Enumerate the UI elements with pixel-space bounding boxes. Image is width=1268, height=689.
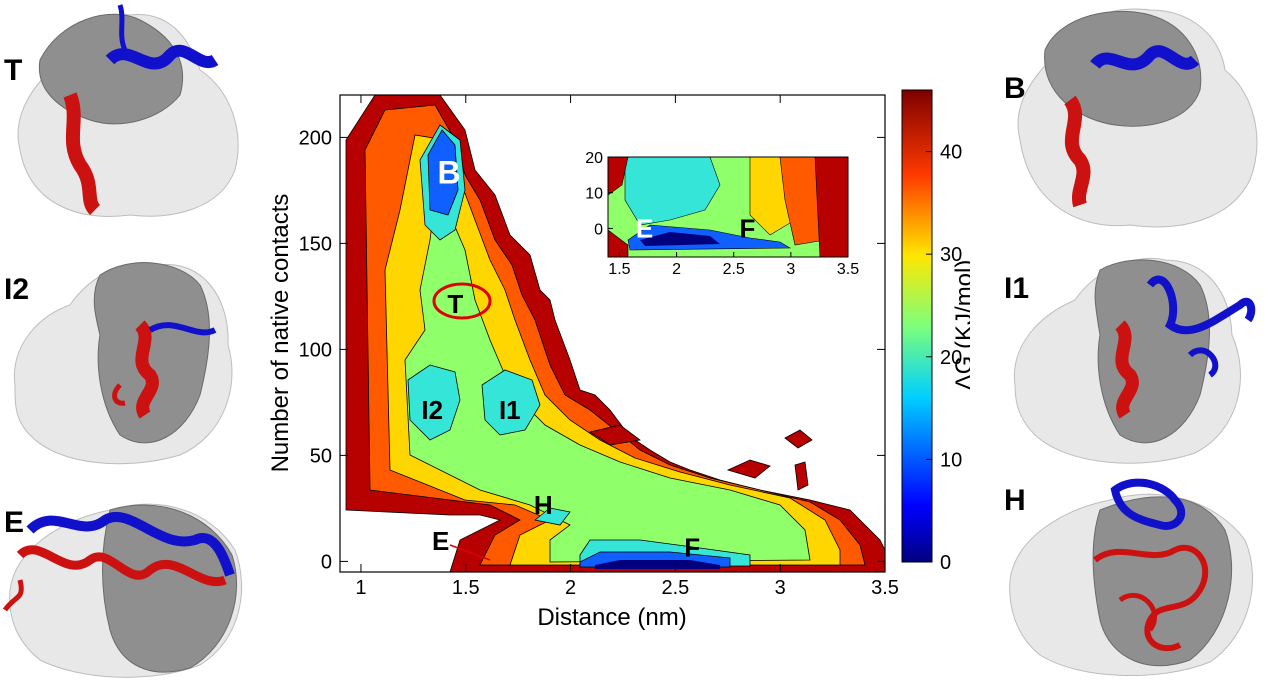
inset-x-axis: 1.5 2 2.5 3 3.5	[608, 252, 859, 278]
structure-label-i1: I1	[1004, 272, 1030, 305]
state-label-b: B	[437, 154, 460, 190]
inset-contour-red	[608, 157, 848, 257]
main-x-tick-label: 1.5	[452, 577, 480, 599]
inset-plot-area	[608, 157, 848, 257]
structure-label-b: B	[1004, 72, 1026, 105]
main-plot-area	[345, 95, 885, 572]
structure-i2-image	[13, 261, 233, 465]
structure-panel-i2	[0, 245, 250, 470]
contour-island	[726, 459, 771, 479]
colorbar-label: ΔG (KJ/mol)	[951, 260, 970, 391]
structure-label-e: E	[4, 506, 25, 539]
inset-x-tick-label: 2	[672, 261, 681, 278]
structure-panel-b	[1000, 0, 1268, 235]
e-pointer-line	[449, 544, 491, 561]
colorbar-tick-label: 30	[940, 244, 962, 266]
structure-t-image	[17, 4, 239, 217]
main-x-tick-label: 3	[775, 577, 786, 599]
structure-label-h: H	[1004, 484, 1026, 517]
inset-y-tick-label: 0	[594, 221, 603, 238]
contour-island	[784, 429, 813, 449]
main-y-tick-label: 100	[299, 339, 332, 361]
main-x-tick-label: 2.5	[661, 577, 689, 599]
main-axes-frame	[339, 94, 886, 573]
main-y-tick-label: 200	[299, 127, 332, 149]
structure-panel-h	[1000, 470, 1268, 684]
contour-island	[588, 424, 641, 446]
contour-blue	[427, 129, 731, 568]
state-label-i2: I2	[421, 395, 443, 425]
structure-e-image	[2, 503, 242, 678]
inset-x-tick-label: 2.5	[723, 261, 745, 278]
colorbar-tick-label: 10	[940, 449, 962, 471]
colorbar	[901, 89, 933, 563]
structure-label-t: T	[4, 54, 23, 87]
structure-b-image	[1017, 8, 1258, 228]
state-label-f: F	[684, 533, 700, 563]
inset-axes-frame	[607, 156, 849, 258]
structure-panel-e	[0, 480, 250, 684]
state-label-i1: I1	[499, 395, 521, 425]
contour-island	[794, 461, 809, 491]
inset-state-label-f: F	[739, 213, 755, 243]
state-label-t: T	[447, 289, 463, 319]
colorbar-axis: 0 10 20 30 40	[926, 142, 962, 574]
main-annotations: B T I2 I1 H E F	[421, 154, 700, 562]
inset-x-tick-label: 1.5	[608, 261, 630, 278]
inset-state-label-e: E	[636, 213, 653, 243]
structure-label-i2: I2	[4, 273, 30, 306]
main-x-tick-label: 2	[565, 577, 576, 599]
main-x-tick-label: 1	[355, 577, 366, 599]
main-x-tick-label: 3.5	[871, 577, 899, 599]
state-label-e: E	[432, 526, 449, 556]
structure-panel-t	[0, 0, 250, 225]
colorbar-tick-label: 20	[940, 347, 962, 369]
main-x-axis: 1 1.5 2 2.5 3 3.5	[355, 95, 899, 599]
main-y-tick-label: 50	[310, 445, 332, 467]
structure-panel-i1	[1000, 245, 1268, 470]
contour-deep-blue	[595, 560, 720, 569]
inset-contour-deep-blue	[640, 232, 720, 246]
inset-contour-orange	[779, 157, 826, 246]
inset-y-axis: 0 10 20	[585, 150, 613, 238]
state-label-h: H	[534, 490, 553, 520]
structure-h-image	[1009, 478, 1253, 677]
colorbar-tick-label: 40	[940, 142, 962, 164]
inset-y-tick-label: 20	[585, 150, 603, 167]
inset-x-tick-label: 3.5	[837, 261, 859, 278]
structure-i1-image	[1013, 257, 1256, 464]
inset-x-tick-label: 3	[786, 261, 795, 278]
main-y-tick-label: 0	[321, 551, 332, 573]
main-x-axis-label: Distance (nm)	[537, 604, 686, 631]
contour-green	[404, 199, 811, 563]
inset-contour-cyan	[624, 157, 721, 226]
colorbar-tick-label: 0	[940, 552, 951, 574]
main-y-tick-label: 150	[299, 233, 332, 255]
main-y-axis-label: Number of native contacts	[267, 194, 294, 473]
transition-state-marker	[432, 282, 492, 320]
inset-y-tick-label: 10	[585, 186, 603, 203]
